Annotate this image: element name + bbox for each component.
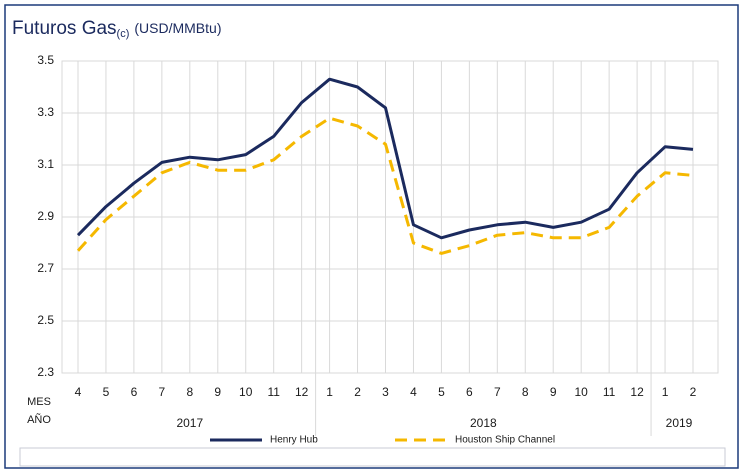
footer-box	[19, 447, 726, 467]
x-tick-label: 12	[295, 385, 309, 399]
y-tick-label: 3.5	[37, 53, 54, 67]
x-tick-label: 3	[382, 385, 389, 399]
x-tick-label: 5	[438, 385, 445, 399]
x-tick-label: 8	[186, 385, 193, 399]
x-tick-label: 1	[326, 385, 333, 399]
series-line	[76, 116, 694, 255]
year-label: 2018	[470, 416, 497, 430]
y-tick-label: 2.7	[37, 261, 54, 275]
x-tick-label: 1	[662, 385, 669, 399]
y-tick-label: 2.9	[37, 209, 54, 223]
row-label: MES	[27, 396, 51, 408]
x-tick-label: 10	[575, 385, 589, 399]
x-tick-label: 2	[690, 385, 697, 399]
x-tick-label: 5	[103, 385, 110, 399]
row-label: AÑO	[27, 413, 51, 426]
y-label: (USD/MMBtu)	[134, 20, 221, 36]
chart-title: Futuros Gas(c) (USD/MMBtu)	[12, 18, 222, 40]
y-tick-label: 3.3	[37, 105, 54, 119]
x-tick-label: 4	[75, 385, 82, 399]
title-main: Futuros Gas	[12, 18, 117, 39]
y-tick-label: 3.1	[37, 157, 54, 171]
series-line	[76, 77, 694, 240]
x-tick-label: 11	[267, 385, 280, 399]
x-tick-label: 7	[159, 385, 166, 399]
x-tick-label: 9	[550, 385, 557, 399]
frame	[4, 4, 739, 469]
y-tick-label: 2.5	[37, 313, 54, 327]
x-tick-label: 7	[494, 385, 501, 399]
legend-label: Henry Hub	[270, 435, 318, 446]
year-label: 2019	[666, 416, 693, 430]
x-tick-label: 12	[630, 385, 644, 399]
legend-label: Houston Ship Channel	[455, 435, 555, 446]
y-tick-label: 2.3	[37, 365, 54, 379]
x-tick-label: 6	[131, 385, 138, 399]
x-tick-label: 4	[410, 385, 417, 399]
title-sub: (c)	[117, 28, 130, 40]
x-tick-label: 2	[354, 385, 361, 399]
year-label: 2017	[176, 416, 203, 430]
x-tick-label: 9	[214, 385, 221, 399]
x-tick-label: 11	[603, 385, 616, 399]
x-tick-label: 6	[466, 385, 473, 399]
x-tick-label: 10	[239, 385, 253, 399]
x-tick-label: 8	[522, 385, 529, 399]
